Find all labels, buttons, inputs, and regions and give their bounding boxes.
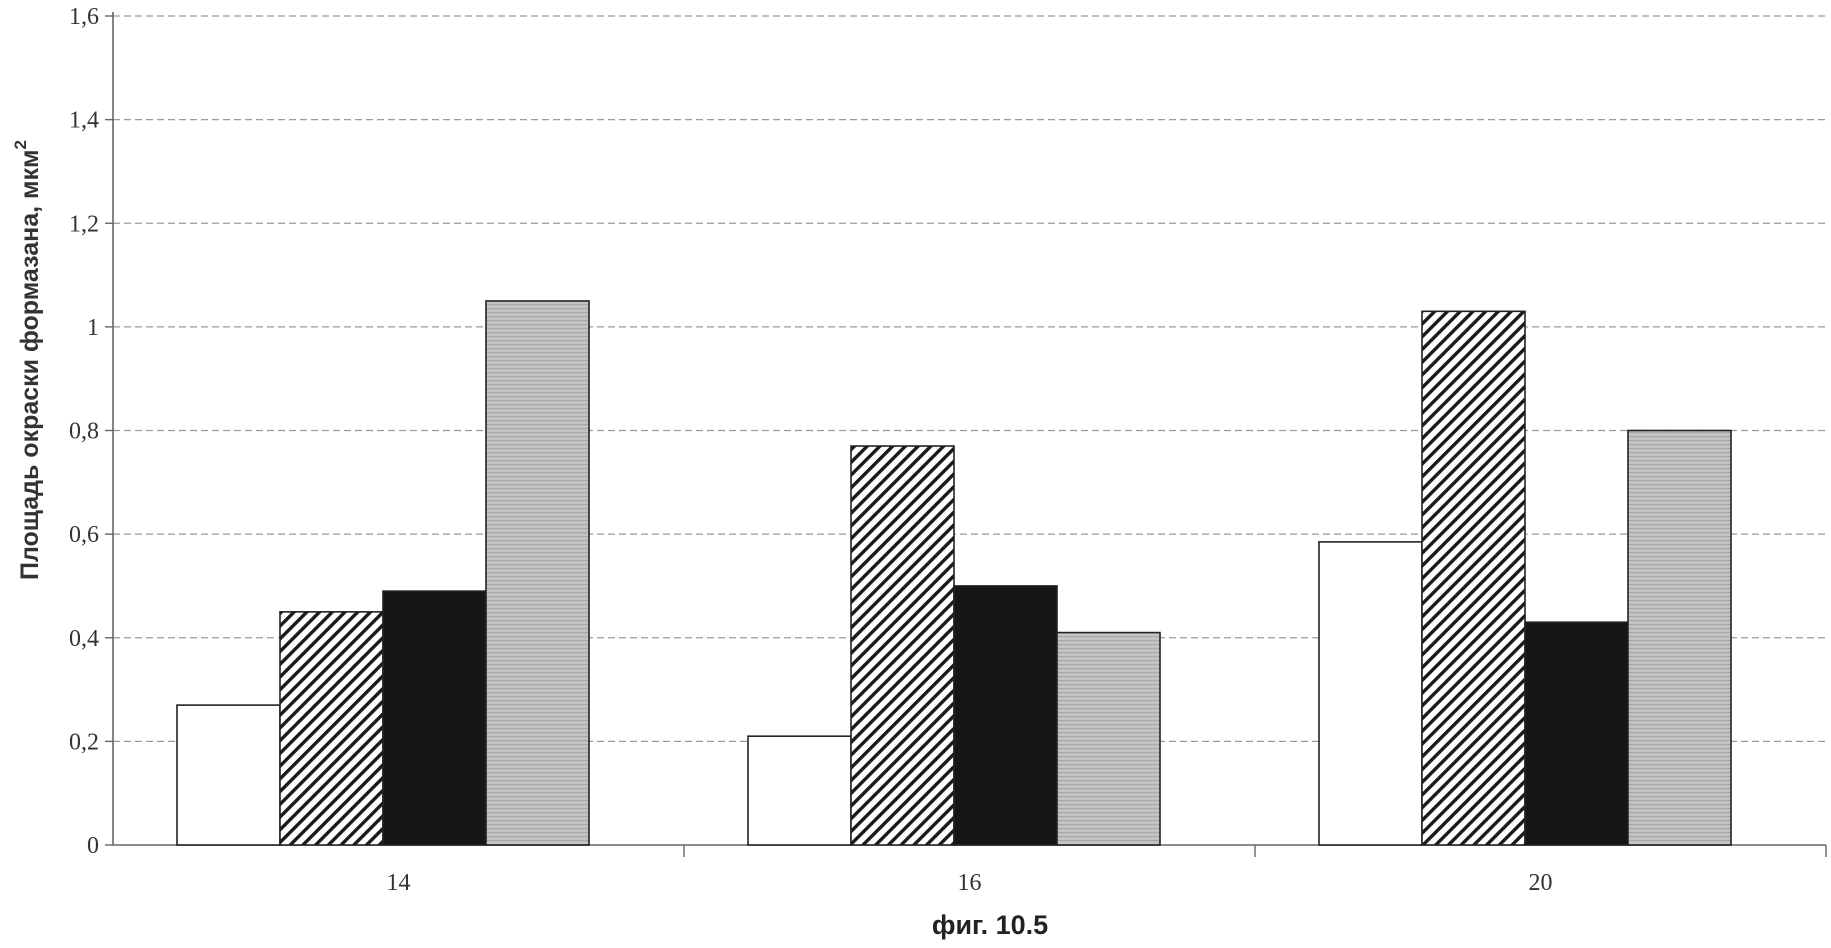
bar [486, 301, 589, 845]
y-tick-labels: 0 0,2 0,4 0,6 0,8 1 1,2 1,4 1,6 [69, 4, 99, 859]
bar [383, 591, 486, 845]
y-tick-label: 1,6 [69, 4, 99, 30]
y-tick-label: 0,2 [69, 729, 99, 755]
bar [1319, 542, 1422, 845]
bar [177, 705, 280, 845]
x-tick-labels: 14 16 20 [387, 870, 1553, 896]
bar [748, 736, 851, 845]
y-tick-label: 0,8 [69, 419, 99, 445]
y-tick-label: 0,6 [69, 522, 99, 548]
figure-caption: фиг. 10.5 [932, 910, 1048, 940]
x-tick-label: 20 [1529, 870, 1553, 896]
y-axis-title: Площадь окраски формазана, мкм2 [11, 140, 44, 580]
y-tick-label: 0 [87, 833, 99, 859]
x-tick-label: 16 [958, 870, 982, 896]
y-tick-label: 1,4 [69, 108, 99, 134]
bar [1422, 311, 1525, 845]
bar [1525, 622, 1628, 845]
x-tick-label: 14 [387, 870, 411, 896]
y-tick-label: 0,4 [69, 626, 99, 652]
bar [1057, 633, 1160, 845]
bar [280, 612, 383, 845]
y-tick-label: 1 [87, 315, 99, 341]
y-tick-label: 1,2 [69, 211, 99, 237]
bar [851, 446, 954, 845]
bars [177, 301, 1731, 845]
bar [954, 586, 1057, 845]
bar [1628, 431, 1731, 846]
